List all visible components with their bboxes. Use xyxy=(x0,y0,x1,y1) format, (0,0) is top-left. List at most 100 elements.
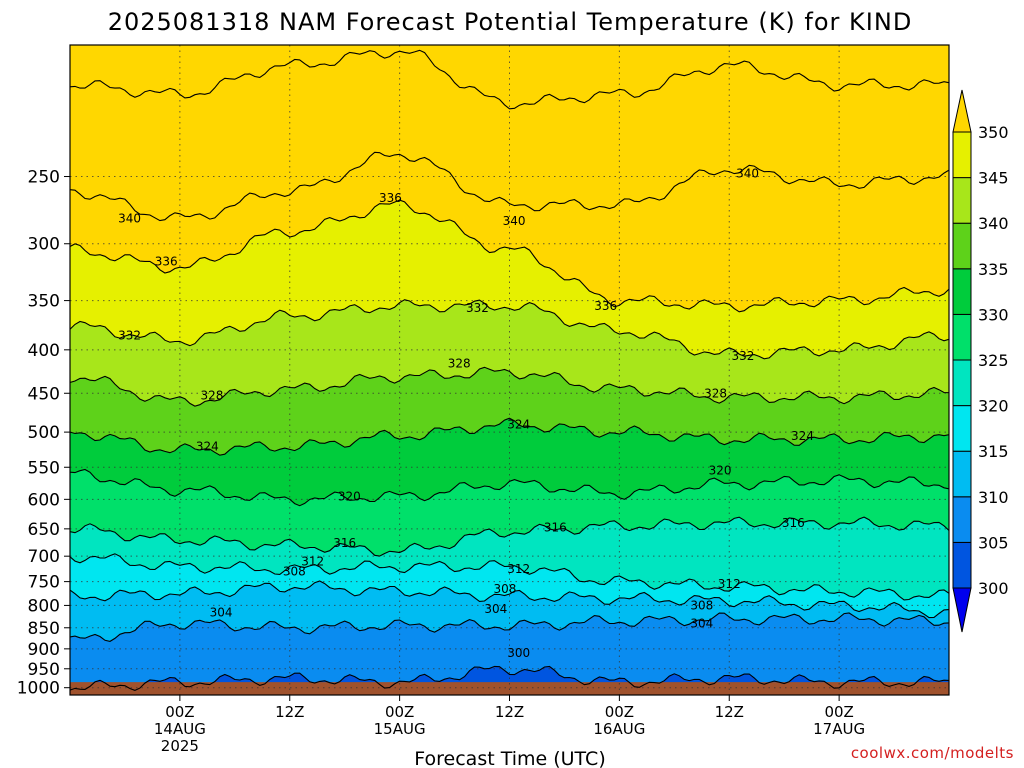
contour-label: 308 xyxy=(690,598,713,612)
colorbar-swatch-315 xyxy=(952,405,972,452)
colorbar-swatch-310 xyxy=(952,450,972,498)
contour-label: 324 xyxy=(196,440,219,454)
y-axis: 2503003504004505005506006507007508008509… xyxy=(17,168,70,699)
x-tick-label: 17AUG xyxy=(813,720,865,738)
contour-label: 304 xyxy=(690,616,713,630)
contour-320 xyxy=(70,468,949,507)
y-tick-label: 850 xyxy=(28,619,60,639)
contour-label: 308 xyxy=(493,582,516,596)
colorbar-swatch-345 xyxy=(952,131,972,179)
contour-label: 300 xyxy=(507,646,530,660)
contour-328 xyxy=(70,366,949,407)
y-tick-label: 950 xyxy=(28,660,60,680)
colorbar-tick-label: 320 xyxy=(978,397,1009,416)
contour-316 xyxy=(70,516,949,557)
y-tick-label: 300 xyxy=(28,235,60,255)
contour-label: 324 xyxy=(507,418,530,432)
y-tick-label: 600 xyxy=(28,490,60,510)
colorbar-tick-label: 340 xyxy=(978,214,1009,233)
colorbar-tick-label: 345 xyxy=(978,169,1009,188)
y-tick-label: 550 xyxy=(28,458,60,478)
contour-336 xyxy=(70,199,949,313)
contour-label: 328 xyxy=(448,356,471,370)
contour-label: 308 xyxy=(283,565,306,579)
contour-labels: 3403363323283243203163123083043363403323… xyxy=(118,167,814,660)
contour-label: 312 xyxy=(301,554,324,568)
contour-label: 336 xyxy=(155,255,178,269)
colorbar-swatch-305 xyxy=(952,496,972,543)
x-tick-label: 12Z xyxy=(275,703,304,721)
contour-304 xyxy=(70,612,949,642)
y-tick-label: 500 xyxy=(28,423,60,443)
contour-label: 336 xyxy=(379,191,402,205)
y-tick-label: 700 xyxy=(28,547,60,567)
x-tick-label: 14AUG xyxy=(154,720,206,738)
colorbar-top-arrow xyxy=(952,89,972,133)
colorbar-swatch-340 xyxy=(952,177,972,224)
colorbar-tick-label: 350 xyxy=(978,123,1009,142)
contour-label: 304 xyxy=(210,605,233,619)
colorbar-bottom-arrow xyxy=(952,587,972,633)
x-tick-label: 00Z xyxy=(385,703,414,721)
y-tick-label: 900 xyxy=(28,640,60,660)
contour-label: 336 xyxy=(594,299,617,313)
colorbar-tick-label: 315 xyxy=(978,442,1009,461)
colorbar-tick-label: 335 xyxy=(978,260,1009,279)
x-tick-label: 00Z xyxy=(605,703,634,721)
contour-label: 340 xyxy=(736,167,759,181)
contour-label: 332 xyxy=(466,301,489,315)
contour-label: 328 xyxy=(200,389,223,403)
contour-label: 328 xyxy=(704,386,727,400)
contour-label: 324 xyxy=(791,429,814,443)
x-tick-label: 2025 xyxy=(161,737,199,755)
contour-label: 332 xyxy=(118,329,141,343)
x-tick-label: 15AUG xyxy=(374,720,426,738)
colorbar-tick-label: 310 xyxy=(978,488,1009,507)
contour-324 xyxy=(70,417,949,456)
colorbar-tick-label: 330 xyxy=(978,305,1009,324)
colorbar-swatch-320 xyxy=(952,359,972,407)
contour-label: 316 xyxy=(782,516,805,530)
x-tick-label: 12Z xyxy=(495,703,524,721)
y-tick-label: 400 xyxy=(28,341,60,361)
contour-label: 312 xyxy=(718,577,741,591)
contour-label: 340 xyxy=(503,214,526,228)
chart-title: 2025081318 NAM Forecast Potential Temper… xyxy=(108,8,913,36)
x-axis-label: Forecast Time (UTC) xyxy=(414,748,605,768)
x-tick-label: 00Z xyxy=(165,703,194,721)
y-tick-label: 350 xyxy=(28,292,60,312)
y-tick-label: 800 xyxy=(28,596,60,616)
contour-label: 304 xyxy=(484,602,507,616)
x-tick-label: 12Z xyxy=(715,703,744,721)
y-tick-label: 250 xyxy=(28,168,60,188)
contour-332 xyxy=(70,299,949,360)
grid-lines xyxy=(70,45,949,695)
contour-label: 340 xyxy=(118,211,141,225)
contour-340 xyxy=(70,151,949,222)
y-tick-label: 650 xyxy=(28,520,60,540)
colorbar-swatch-330 xyxy=(952,268,972,315)
colorbar-swatch-300 xyxy=(952,541,972,589)
contour-label: 316 xyxy=(544,521,567,535)
colorbar-swatch-325 xyxy=(952,313,972,361)
x-tick-label: 00Z xyxy=(824,703,853,721)
contour-308 xyxy=(70,580,949,619)
x-tick-label: 16AUG xyxy=(593,720,645,738)
contour-label: 312 xyxy=(507,562,530,576)
colorbar: 300 305 310 315 320 325 330 335 340 345 350 xyxy=(952,89,1009,633)
colorbar-tick-label: 325 xyxy=(978,351,1009,370)
y-tick-label: 750 xyxy=(28,573,60,593)
y-tick-label: 450 xyxy=(28,384,60,404)
contour-312 xyxy=(70,553,949,601)
contour-label: 320 xyxy=(709,464,732,478)
contour-label: 332 xyxy=(732,349,755,363)
contour-lines xyxy=(70,49,949,691)
credit-text: coolwx.com/modelts xyxy=(851,744,1014,762)
colorbar-tick-label: 300 xyxy=(978,579,1009,598)
contour-345 xyxy=(70,49,949,110)
y-tick-label: 1000 xyxy=(17,679,60,699)
colorbar-tick-label: 305 xyxy=(978,533,1009,552)
contour-label: 316 xyxy=(333,536,356,550)
